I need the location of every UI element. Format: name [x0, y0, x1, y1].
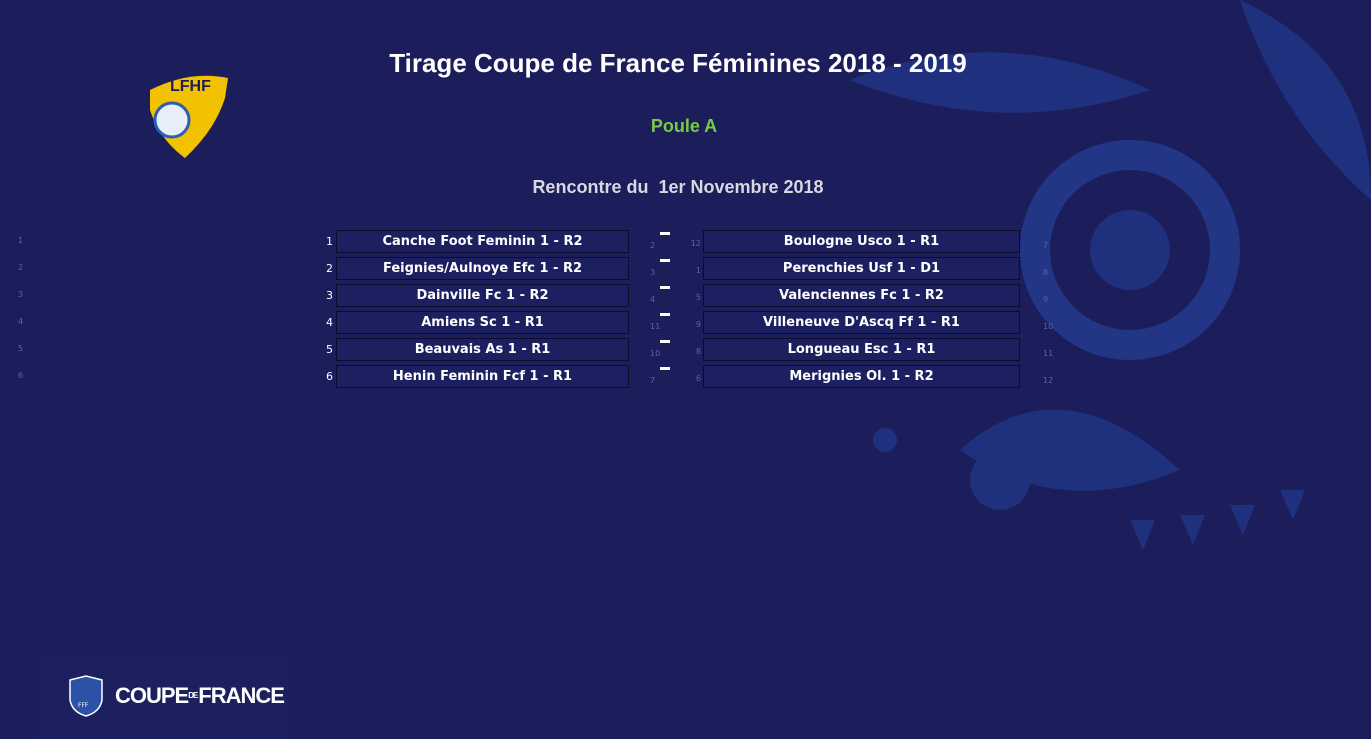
mid-number: 2 [650, 241, 656, 250]
away-team: Boulogne Usco 1 - R1 [703, 230, 1020, 253]
away-team: Longueau Esc 1 - R1 [703, 338, 1020, 361]
mid-number: 3 [650, 268, 656, 277]
away-team: Merignies Ol. 1 - R2 [703, 365, 1020, 388]
badge-text: FFF [78, 702, 89, 709]
home-team: Feignies/Aulnoye Efc 1 - R2 [336, 257, 629, 280]
right-number: 12 [1043, 376, 1054, 385]
home-number: 2 [326, 262, 333, 275]
home-number: 4 [326, 316, 333, 329]
side-number: 1 [18, 236, 24, 245]
away-number: 8 [695, 347, 701, 356]
away-number: 5 [695, 293, 701, 302]
versus-dash [660, 286, 670, 289]
home-number: 6 [326, 370, 333, 383]
away-number: 1 [695, 266, 701, 275]
home-team: Amiens Sc 1 - R1 [336, 311, 629, 334]
footer-logo: COUPE DE FRANCE [115, 683, 285, 709]
side-number: 5 [18, 344, 24, 353]
side-number: 3 [18, 290, 24, 299]
side-number: 2 [18, 263, 24, 272]
logo-text: LFHF [170, 78, 211, 95]
versus-dash [660, 259, 670, 262]
away-team: Valenciennes Fc 1 - R2 [703, 284, 1020, 307]
title: Tirage Coupe de France Féminines 2018 - … [389, 48, 967, 78]
footer-word: COUPE [115, 683, 189, 708]
right-number: 11 [1043, 349, 1054, 358]
away-number: 6 [695, 374, 701, 383]
mid-number: 7 [650, 376, 656, 385]
side-number: 4 [18, 317, 24, 326]
away-number: 12 [690, 239, 701, 248]
footer-word: DE [188, 691, 198, 700]
date: Rencontre du 1er Novembre 2018 [532, 177, 824, 197]
side-number: 6 [18, 371, 24, 380]
right-number: 8 [1043, 268, 1049, 277]
right-number: 7 [1043, 241, 1049, 250]
mid-number: 10 [650, 349, 661, 358]
home-team: Henin Feminin Fcf 1 - R1 [336, 365, 629, 388]
mid-number: 4 [650, 295, 656, 304]
group: Poule A [650, 116, 718, 136]
right-number: 10 [1043, 322, 1054, 331]
versus-dash [660, 340, 670, 343]
versus-dash [660, 313, 670, 316]
home-team: Dainville Fc 1 - R2 [336, 284, 629, 307]
footer-word: FRANCE [198, 683, 285, 708]
home-number: 1 [326, 235, 333, 248]
away-number: 9 [695, 320, 701, 329]
home-number: 3 [326, 289, 333, 302]
home-team: Beauvais As 1 - R1 [336, 338, 629, 361]
mid-number: 11 [650, 322, 661, 331]
away-team: Perenchies Usf 1 - D1 [703, 257, 1020, 280]
home-team: Canche Foot Feminin 1 - R2 [336, 230, 629, 253]
right-number: 9 [1043, 295, 1049, 304]
away-team: Villeneuve D'Ascq Ff 1 - R1 [703, 311, 1020, 334]
versus-dash [660, 367, 670, 370]
home-number: 5 [326, 343, 333, 356]
versus-dash [660, 232, 670, 235]
